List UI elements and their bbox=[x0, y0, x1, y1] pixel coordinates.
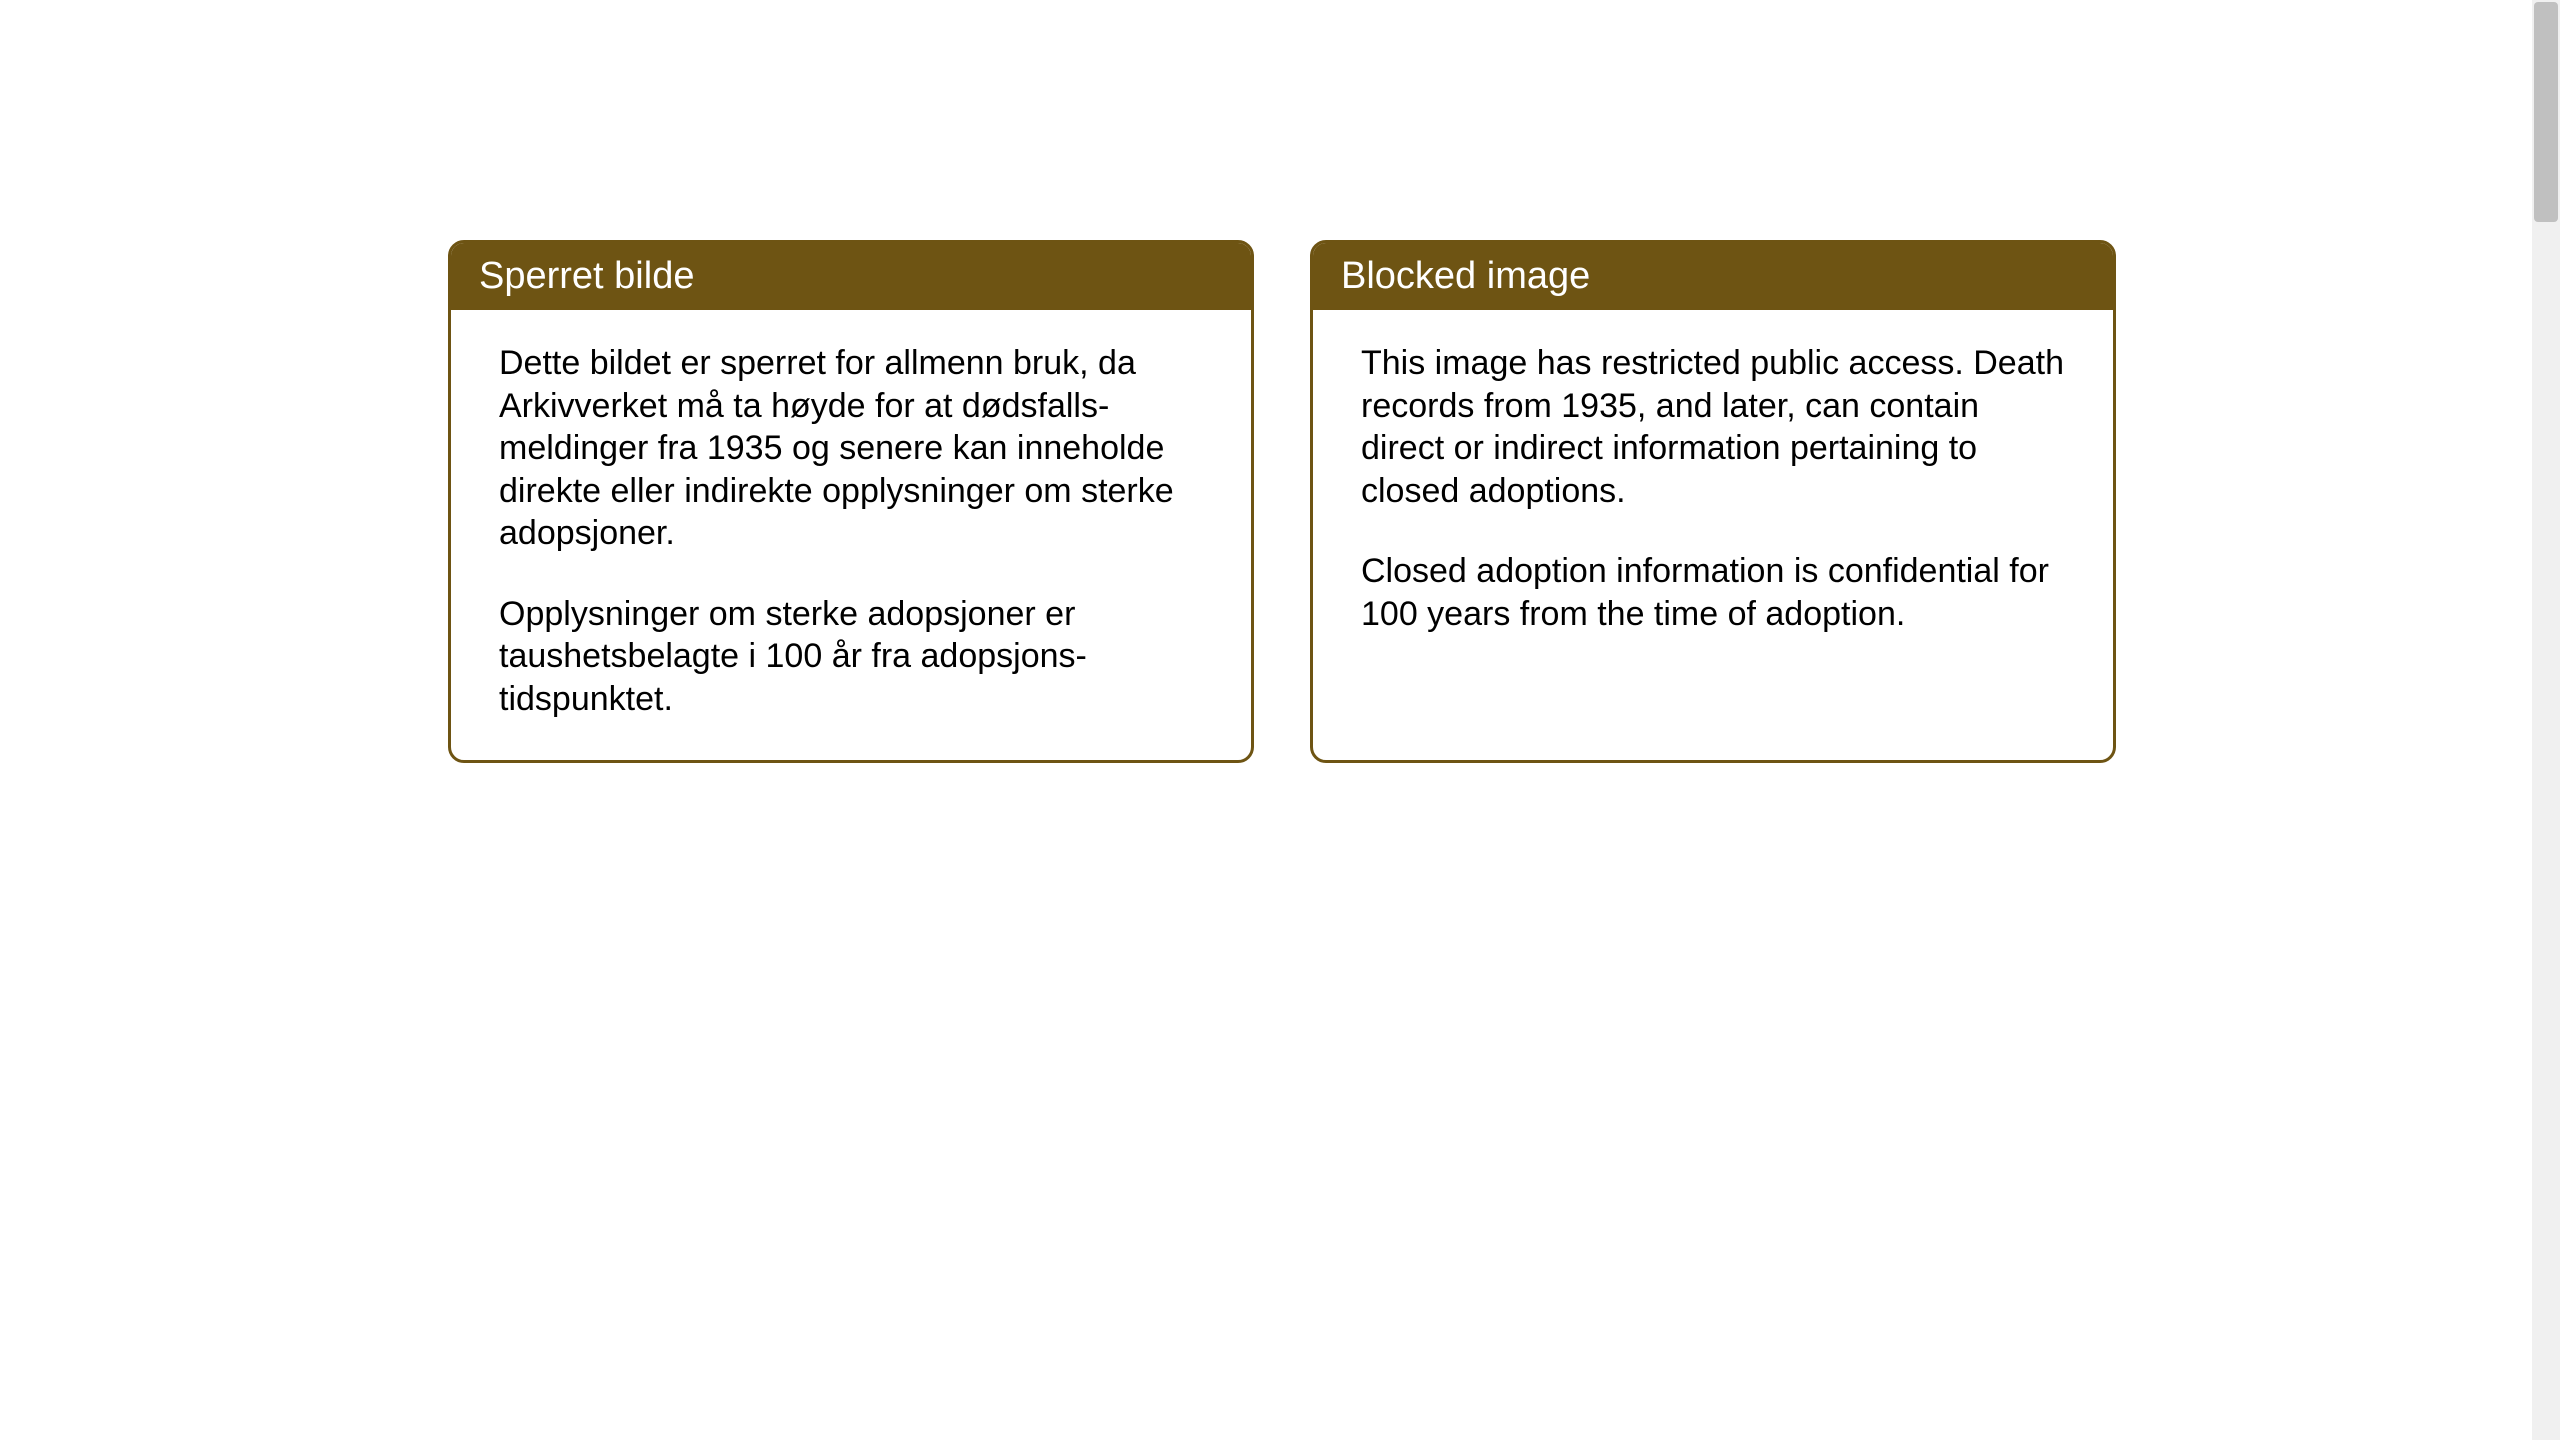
norwegian-notice-card: Sperret bilde Dette bildet er sperret fo… bbox=[448, 240, 1254, 763]
english-paragraph-1: This image has restricted public access.… bbox=[1361, 342, 2065, 512]
norwegian-paragraph-2: Opplysninger om sterke adopsjoner er tau… bbox=[499, 593, 1203, 721]
english-notice-card: Blocked image This image has restricted … bbox=[1310, 240, 2116, 763]
english-card-title: Blocked image bbox=[1341, 255, 2085, 298]
norwegian-card-header: Sperret bilde bbox=[451, 243, 1251, 310]
notice-container: Sperret bilde Dette bildet er sperret fo… bbox=[448, 240, 2116, 763]
scrollbar-track[interactable] bbox=[2532, 0, 2560, 1440]
norwegian-paragraph-1: Dette bildet er sperret for allmenn bruk… bbox=[499, 342, 1203, 555]
scrollbar-thumb[interactable] bbox=[2534, 2, 2558, 222]
english-paragraph-2: Closed adoption information is confident… bbox=[1361, 550, 2065, 635]
english-card-body: This image has restricted public access.… bbox=[1313, 310, 2113, 730]
english-card-header: Blocked image bbox=[1313, 243, 2113, 310]
norwegian-card-body: Dette bildet er sperret for allmenn bruk… bbox=[451, 310, 1251, 760]
norwegian-card-title: Sperret bilde bbox=[479, 255, 1223, 298]
